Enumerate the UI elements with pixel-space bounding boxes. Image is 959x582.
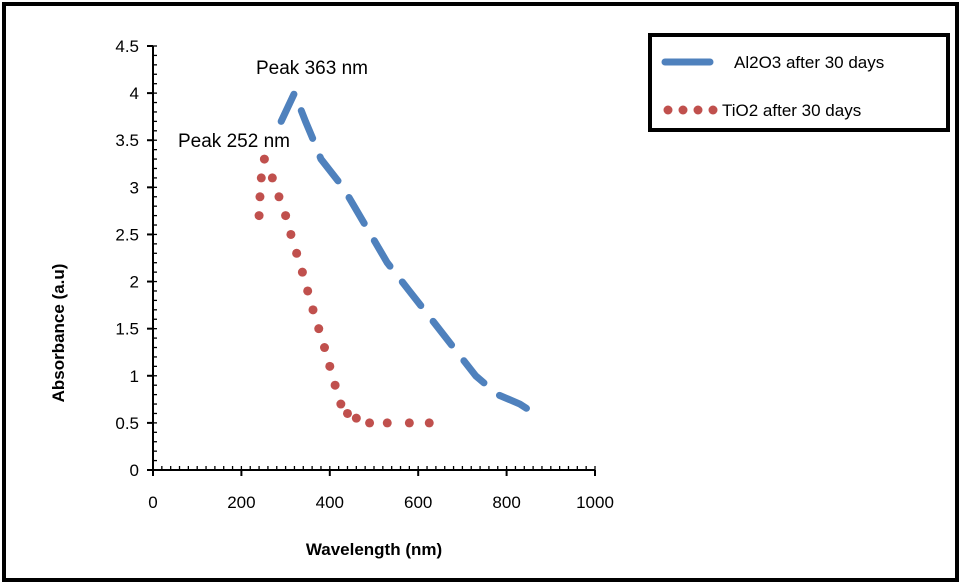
data-point-tio2 xyxy=(336,399,346,409)
y-tick-label: 0 xyxy=(130,461,139,480)
annotation-peak-al2o3: Peak 363 nm xyxy=(256,58,368,79)
y-tick-label: 3.5 xyxy=(115,131,139,150)
data-point-tio2 xyxy=(267,173,277,183)
x-tick-label: 0 xyxy=(148,493,157,512)
x-tick-label: 800 xyxy=(492,493,520,512)
x-tick-label: 200 xyxy=(227,493,255,512)
legend-label-al2o3: Al2O3 after 30 days xyxy=(734,53,884,72)
data-point-tio2 xyxy=(319,343,329,353)
y-tick-label: 3 xyxy=(130,178,139,197)
data-point-tio2 xyxy=(274,192,284,202)
data-point-tio2 xyxy=(297,267,307,277)
x-tick-label: 400 xyxy=(316,493,344,512)
axes xyxy=(147,45,596,476)
y-tick-label: 2.5 xyxy=(115,225,139,244)
annotation-peak-tio2: Peak 252 nm xyxy=(178,131,290,152)
y-tick-label: 1.5 xyxy=(115,320,139,339)
y-tick-label: 4 xyxy=(130,84,139,103)
data-point-tio2 xyxy=(256,173,266,183)
data-point-tio2 xyxy=(286,229,296,239)
data-point-tio2 xyxy=(424,418,434,428)
data-point-tio2 xyxy=(255,192,265,202)
y-tick-label: 0.5 xyxy=(115,414,139,433)
legend: Al2O3 after 30 days TiO2 after 30 days xyxy=(648,33,950,132)
series-line-al2o3 xyxy=(277,89,546,422)
data-point-tio2 xyxy=(281,211,291,221)
data-point-tio2 xyxy=(259,154,269,164)
x-tick-label: 600 xyxy=(404,493,432,512)
data-point-tio2 xyxy=(314,324,324,334)
y-axis-title: Absorbance (a.u) xyxy=(49,264,68,403)
series-layer xyxy=(254,89,546,428)
tick-labels: 0 0.5 1 1.5 2 2.5 3 3.5 4 4.5 0 200 400 600 800 1000 xyxy=(115,37,614,512)
x-axis-title: Wavelength (nm) xyxy=(306,540,442,559)
data-point-tio2 xyxy=(330,380,340,390)
y-tick-label: 4.5 xyxy=(115,37,139,56)
data-point-tio2 xyxy=(308,305,318,315)
legend-label-tio2: TiO2 after 30 days xyxy=(722,101,861,120)
data-point-tio2 xyxy=(404,418,414,428)
data-point-tio2 xyxy=(351,413,361,423)
data-point-tio2 xyxy=(325,361,335,371)
legend-swatch-tio2 xyxy=(663,105,718,115)
x-tick-label: 1000 xyxy=(576,493,614,512)
data-point-tio2 xyxy=(365,418,375,428)
data-point-tio2 xyxy=(254,211,264,221)
y-tick-label: 2 xyxy=(130,273,139,292)
data-point-tio2 xyxy=(292,248,302,258)
data-point-tio2 xyxy=(342,408,352,418)
y-tick-label: 1 xyxy=(130,367,139,386)
data-point-tio2 xyxy=(382,418,392,428)
data-point-tio2 xyxy=(303,286,313,296)
